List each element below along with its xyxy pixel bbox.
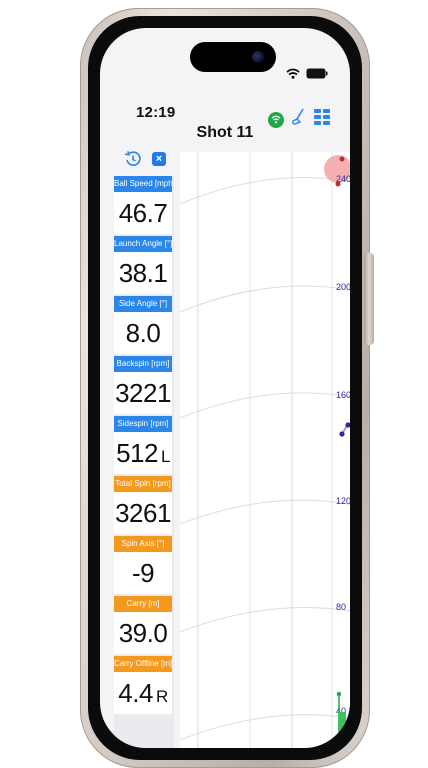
distance-label: 120 [336, 496, 350, 506]
metric-sidespin: Sidespin [rpm] 512 L [114, 416, 172, 474]
history-icon[interactable] [124, 150, 142, 168]
shot-point[interactable] [345, 422, 350, 428]
metric-label: Ball Speed [mph] [114, 176, 172, 192]
status-time: 12:19 [136, 104, 176, 121]
distance-label: 200 [336, 282, 350, 292]
phone-bezel: 12:19 [88, 16, 362, 760]
target-marker [335, 181, 341, 187]
target-marker [339, 156, 345, 162]
close-button[interactable]: × [152, 152, 166, 166]
distance-arc [180, 392, 350, 419]
distance-label: 80 [336, 602, 346, 612]
metric-label: Total Spin [rpm] [114, 476, 172, 492]
metric-side-angle: Side Angle [°] 8.0 [114, 296, 172, 354]
distance-arc [180, 177, 350, 205]
metric-value: 38.1 [114, 252, 172, 294]
connection-icon[interactable] [268, 111, 284, 128]
metric-label: Carry [m] [114, 596, 172, 612]
metric-value: -9 [114, 552, 172, 594]
metric-direction: L [160, 447, 170, 466]
distance-arc [180, 285, 350, 313]
metric-spin-axis: Spin Axis [°] -9 [114, 536, 172, 594]
metric-direction: R [155, 687, 168, 706]
metric-label: Carry Offline [m] [114, 656, 172, 672]
metric-value: 512 L [114, 432, 172, 474]
metric-label: Backspin [rpm] [114, 356, 172, 372]
shot-dispersion-chart[interactable]: 240 200 160 120 80 40 [180, 152, 350, 748]
dynamic-island [190, 42, 276, 72]
shot-point[interactable] [339, 431, 345, 437]
distance-label: 240 [336, 174, 350, 184]
power-button [364, 253, 374, 345]
distance-label: 160 [336, 390, 350, 400]
grid-view-icon[interactable] [314, 109, 330, 130]
distance-arc [180, 499, 350, 525]
battery-icon [306, 68, 328, 79]
wifi-icon [286, 68, 300, 79]
status-icons [286, 68, 328, 79]
tee-box [338, 712, 346, 732]
app-screen: 12:19 [100, 28, 350, 748]
metric-carry: Carry [m] 39.0 [114, 596, 172, 654]
metric-value: 8.0 [114, 312, 172, 354]
metric-backspin: Backspin [rpm] 3221 [114, 356, 172, 414]
camera-icon [252, 51, 264, 63]
metric-value: 3221 [114, 372, 172, 414]
metric-label: Side Angle [°] [114, 296, 172, 312]
shot-toolbar: × [124, 150, 166, 168]
nav-actions [268, 108, 330, 131]
tee-marker [336, 691, 342, 697]
metric-value: 4.4 R [114, 672, 172, 714]
metric-label: Launch Angle [°] [114, 236, 172, 252]
metric-label: Spin Axis [°] [114, 536, 172, 552]
metric-ball-speed: Ball Speed [mph] 46.7 [114, 176, 172, 234]
metric-launch-angle: Launch Angle [°] 38.1 [114, 236, 172, 294]
metrics-panel: Ball Speed [mph] 46.7 Launch Angle [°] 3… [114, 176, 174, 748]
metric-carry-offline: Carry Offline [m] 4.4 R [114, 656, 172, 714]
metric-label: Sidespin [rpm] [114, 416, 172, 432]
target-zone [324, 155, 350, 183]
metric-value: 39.0 [114, 612, 172, 654]
phone-frame: 12:19 [80, 8, 374, 768]
golf-club-icon[interactable] [290, 108, 308, 131]
metric-value: 3261 [114, 492, 172, 534]
distance-arc [180, 714, 350, 741]
distance-arc [180, 607, 350, 633]
range-map: 240 200 160 120 80 40 [180, 152, 350, 748]
page-title: Shot 11 [196, 124, 254, 141]
metric-total-spin: Total Spin [rpm] 3261 [114, 476, 172, 534]
metric-value: 46.7 [114, 192, 172, 234]
